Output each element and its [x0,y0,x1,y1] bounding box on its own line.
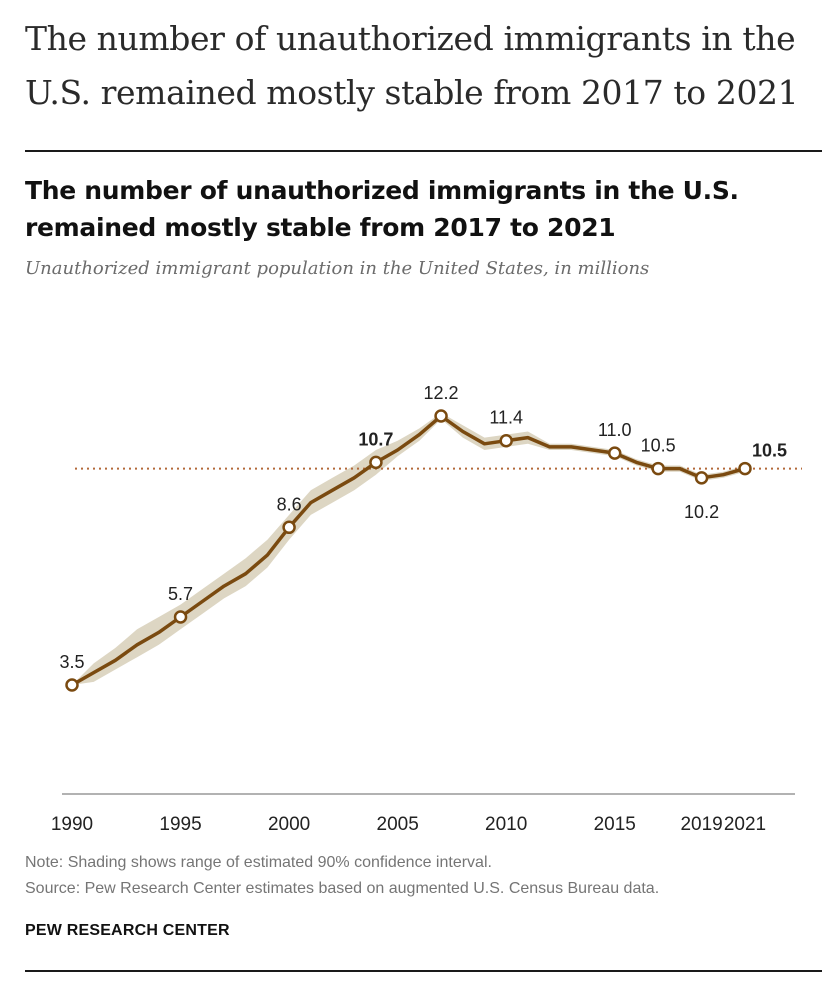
x-tick-label: 1990 [51,814,93,835]
data-label: 11.0 [598,420,632,440]
data-label: 5.7 [168,584,193,604]
data-point-marker [369,455,383,470]
data-label: 10.5 [641,436,676,456]
x-tick-label: 2021 [724,814,766,835]
data-label: 11.4 [489,408,523,428]
x-tick-label: 2005 [377,814,419,835]
data-label: 8.6 [277,494,302,514]
data-label: 3.5 [59,652,84,672]
x-tick-label: 2010 [485,814,527,835]
series-line [70,414,747,687]
data-label: 12.2 [424,383,459,403]
data-label: 10.5 [752,441,787,461]
data-point-marker [65,678,79,692]
chart-subtitle: Unauthorized immigrant population in the… [25,258,650,279]
top-divider [25,150,822,152]
data-point-marker [173,610,188,624]
data-point-marker [607,446,622,460]
chart-title: The number of unauthorized immigrants in… [25,176,739,242]
data-point-marker [499,433,513,448]
article-headline: The number of unauthorized immigrants in… [25,19,799,112]
x-tick-label: 2000 [268,814,310,835]
data-label: 10.7 [358,429,393,449]
data-point-marker [434,409,448,423]
x-tick-label: 1995 [159,814,201,835]
data-point-marker [694,471,709,485]
x-tick-label: 2015 [594,814,636,835]
data-label: 10.2 [684,502,719,522]
bottom-divider [25,970,822,972]
data-point-marker [738,461,752,476]
data-point-marker [651,461,665,476]
chart-note: Note: Shading shows range of estimated 9… [25,854,492,871]
publisher-logo-text: PEW RESEARCH CENTER [25,922,230,939]
chart-source: Source: Pew Research Center estimates ba… [25,880,660,897]
x-tick-label: 2019 [680,814,722,835]
data-point-marker [282,520,296,535]
line-chart: 1990 1995 2000 2005 2010 2015 2019 2021 3.5 5.7 8… [51,383,802,835]
